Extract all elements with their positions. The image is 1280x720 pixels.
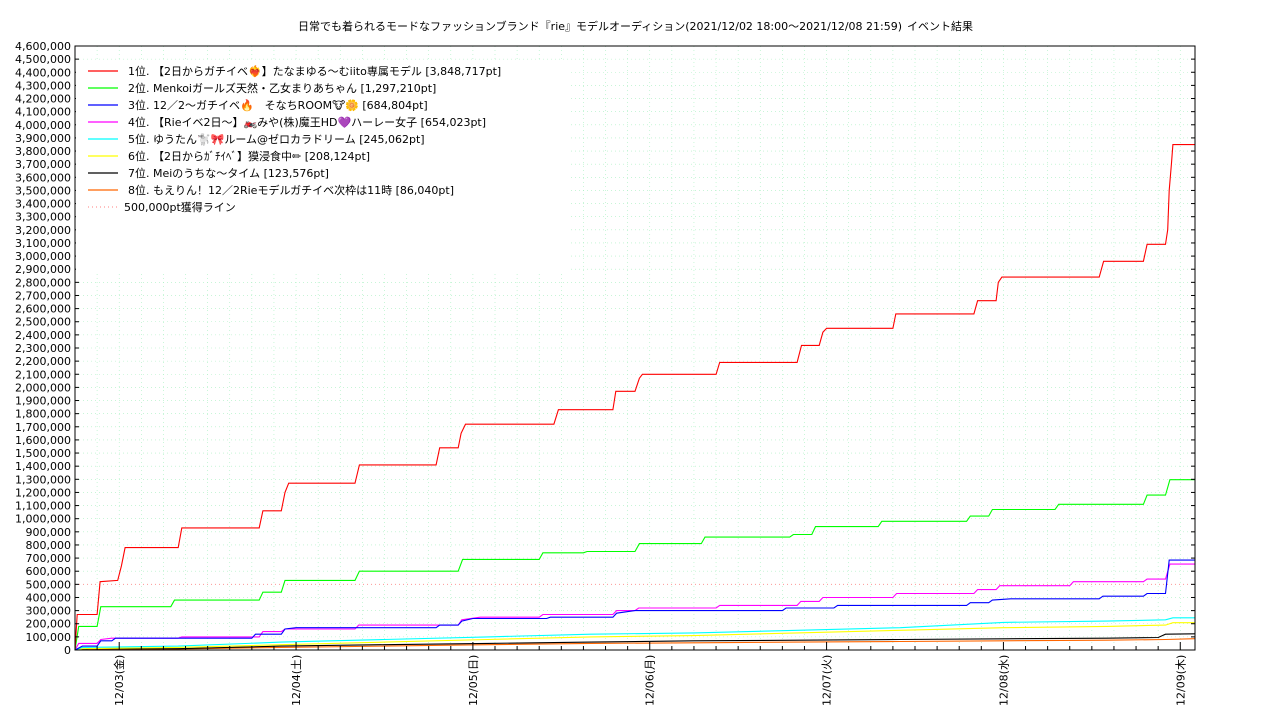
- y-tick-label: 2,400,000: [15, 329, 71, 342]
- axes: 0100,000200,000300,000400,000500,000600,…: [15, 40, 1195, 706]
- y-tick-label: 1,100,000: [15, 500, 71, 513]
- y-tick-label: 4,500,000: [15, 53, 71, 66]
- y-tick-label: 3,600,000: [15, 171, 71, 184]
- legend: 1位. 【2日からガチイベ❤‍🔥】たなまゆる〜むiito専属モデル [3,848…: [76, 60, 568, 272]
- legend-label: 7位. Meiのうちな〜タイム [123,576pt]: [128, 166, 329, 180]
- y-tick-label: 500,000: [26, 578, 72, 591]
- y-tick-label: 4,100,000: [15, 106, 71, 119]
- y-tick-label: 1,500,000: [15, 447, 71, 460]
- legend-label: 8位. もえりん！12／2Rieモデルガチイベ次枠は11時 [86,040pt]: [128, 183, 454, 197]
- series-line: [74, 559, 1195, 651]
- y-tick-label: 3,800,000: [15, 145, 71, 158]
- legend-label: 5位. ゆうたん🐩🎀ルーム@ゼロカラドリーム [245,062pt]: [128, 132, 425, 146]
- y-tick-label: 0: [64, 644, 71, 657]
- y-tick-label: 2,000,000: [15, 381, 71, 394]
- x-tick-label: 12/05(日): [467, 655, 480, 706]
- x-tick-label: 12/04(土): [290, 655, 303, 706]
- y-tick-label: 900,000: [26, 526, 72, 539]
- y-tick-label: 2,800,000: [15, 276, 71, 289]
- y-tick-label: 3,700,000: [15, 158, 71, 171]
- x-tick-label: 12/03(金): [112, 655, 126, 706]
- y-tick-label: 4,200,000: [15, 93, 71, 106]
- y-tick-label: 1,400,000: [15, 460, 71, 473]
- y-tick-label: 1,600,000: [15, 434, 71, 447]
- legend-label: 1位. 【2日からガチイベ❤‍🔥】たなまゆる〜むiito専属モデル [3,848…: [128, 64, 501, 78]
- series-line: [74, 617, 1195, 651]
- y-tick-label: 4,600,000: [15, 40, 71, 53]
- y-tick-label: 1,300,000: [15, 473, 71, 486]
- y-tick-label: 2,300,000: [15, 342, 71, 355]
- legend-label: 4位. 【Rieイベ2日〜】🏍️みや(株)魔王HD💜ハーレー女子 [654,02…: [128, 115, 486, 129]
- y-tick-label: 1,700,000: [15, 421, 71, 434]
- y-tick-label: 2,200,000: [15, 355, 71, 368]
- series-line: [74, 633, 1196, 651]
- y-tick-label: 300,000: [26, 605, 72, 618]
- y-tick-label: 2,700,000: [15, 289, 71, 302]
- series-line: [74, 622, 1195, 651]
- y-tick-label: 1,000,000: [15, 513, 71, 526]
- legend-label: 6位. 【2日からｶﾞﾁｲﾍﾞ】獏浸食中✏ [208,124pt]: [128, 149, 370, 163]
- y-tick-label: 200,000: [26, 618, 72, 631]
- x-tick-label: 12/09(木): [1174, 655, 1187, 706]
- y-tick-label: 1,800,000: [15, 408, 71, 421]
- y-tick-label: 3,400,000: [15, 198, 71, 211]
- chart-subtitle: イベント結果: [907, 19, 973, 33]
- x-tick-label: 12/08(水): [997, 655, 1010, 706]
- y-tick-label: 3,500,000: [15, 184, 71, 197]
- y-tick-label: 2,500,000: [15, 316, 71, 329]
- legend-label: 2位. Menkoiガールズ天然・乙女まりあちゃん [1,297,210pt]: [128, 81, 436, 95]
- y-tick-label: 700,000: [26, 552, 72, 565]
- y-tick-label: 3,300,000: [15, 211, 71, 224]
- y-tick-label: 2,100,000: [15, 368, 71, 381]
- y-tick-label: 100,000: [26, 631, 72, 644]
- x-tick-label: 12/07(火): [821, 655, 834, 706]
- series-line: [74, 479, 1195, 651]
- y-tick-label: 3,200,000: [15, 224, 71, 237]
- chart-title: 日常でも着られるモードなファッションブランド『rie』モデルオーディション(20…: [298, 19, 902, 33]
- y-tick-label: 3,900,000: [15, 132, 71, 145]
- series-layer: [74, 144, 1196, 651]
- x-tick-label: 12/06(月): [644, 655, 657, 706]
- y-tick-label: 1,200,000: [15, 486, 71, 499]
- y-tick-label: 800,000: [26, 539, 72, 552]
- y-tick-label: 1,900,000: [15, 395, 71, 408]
- y-tick-label: 600,000: [26, 565, 72, 578]
- series-line: [74, 144, 1195, 651]
- y-tick-label: 2,900,000: [15, 263, 71, 276]
- y-tick-label: 4,400,000: [15, 66, 71, 79]
- y-tick-label: 3,000,000: [15, 250, 71, 263]
- y-tick-label: 3,100,000: [15, 237, 71, 250]
- legend-background: [76, 60, 568, 272]
- series-line: [74, 638, 1196, 651]
- y-tick-label: 4,300,000: [15, 79, 71, 92]
- y-tick-label: 400,000: [26, 591, 72, 604]
- legend-label: 3位. 12／2〜ガチイベ🔥 そなちROOM🐮🌼 [684,804pt]: [128, 98, 428, 112]
- y-tick-label: 2,600,000: [15, 303, 71, 316]
- legend-label: 500,000pt獲得ライン: [124, 201, 236, 214]
- y-tick-label: 4,000,000: [15, 119, 71, 132]
